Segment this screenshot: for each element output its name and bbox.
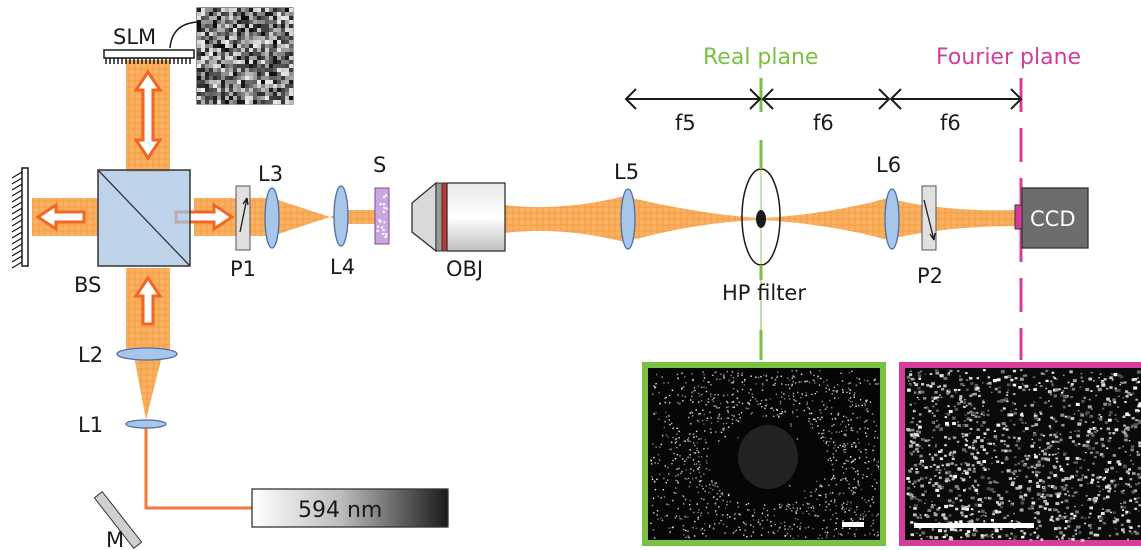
l5-label: L5 (614, 160, 639, 184)
l6-label: L6 (876, 153, 901, 177)
real-plane-image (642, 362, 886, 546)
m-label: M (106, 528, 124, 550)
hp-filter: HP filter (722, 140, 806, 305)
s-label: S (373, 153, 386, 177)
polarizer-p1: P1 (230, 185, 256, 281)
f5-span: f5 (624, 88, 762, 135)
polarizer-p2: P2 (917, 185, 943, 288)
hp-filter-label: HP filter (722, 281, 806, 305)
fourier-plane-label: Fourier plane (936, 45, 1081, 70)
f6-span-1: f6 (761, 88, 891, 135)
left-mirror (11, 167, 29, 269)
beam-splitter: BS (74, 169, 191, 297)
p1-label: P1 (230, 257, 256, 281)
lens-l1: L1 (78, 413, 167, 437)
slm-phase-pattern (197, 8, 294, 105)
l4-label: L4 (330, 255, 355, 279)
f6-label-1: f6 (813, 111, 834, 135)
arrow-left (35, 202, 86, 232)
beam-l6-ccd (895, 200, 1015, 238)
laser-source: 594 nm (251, 488, 449, 528)
focal-length-arrows: f5 f6 f6 (624, 88, 1023, 135)
ccd-label: CCD (1030, 207, 1076, 231)
sample-s: S (373, 153, 390, 245)
slm-cable (169, 21, 198, 49)
ccd-camera: CCD (1014, 187, 1089, 249)
fourier-plane-marker: Fourier plane (936, 45, 1081, 360)
slm-label: SLM (113, 25, 156, 49)
real-plane-label: Real plane (703, 45, 818, 70)
beam-obj-l5 (505, 196, 625, 242)
arrow-vertical-top (133, 69, 163, 161)
mirror-m: M (93, 491, 143, 550)
laser-line (144, 428, 252, 510)
f6-span-2: f6 (889, 88, 1023, 135)
lens-l4: L4 (330, 185, 355, 279)
scale-bar-fourier (914, 523, 1034, 528)
beam-l3-l4 (272, 198, 330, 236)
lens-l6: L6 (876, 153, 901, 250)
f5-label: f5 (675, 111, 696, 135)
p2-label: P2 (917, 264, 943, 288)
fourier-plane-image (899, 362, 1141, 546)
f6-label-2: f6 (940, 111, 961, 135)
beam-l1-l2 (134, 356, 162, 420)
fourier-plane-speckle (906, 369, 1141, 542)
lens-l2: L2 (78, 343, 178, 367)
real-plane-speckle (650, 370, 880, 540)
l1-label: L1 (78, 413, 103, 437)
beam-focus-l6 (762, 198, 888, 240)
lens-l5: L5 (614, 160, 639, 250)
scale-bar-real (842, 522, 864, 527)
arrow-vertical-bottom (133, 275, 163, 326)
slm-pixels (105, 58, 191, 64)
beam-l5-focus (632, 198, 760, 240)
lens-l3: L3 (258, 162, 283, 249)
l3-label: L3 (258, 162, 283, 186)
bs-label: BS (74, 273, 101, 297)
objective-obj: OBJ (411, 181, 506, 281)
obj-label: OBJ (446, 257, 483, 281)
l2-label: L2 (78, 343, 103, 367)
real-plane-marker: Real plane (703, 45, 818, 360)
laser-wavelength-label: 594 nm (298, 498, 382, 523)
slm: SLM (103, 7, 294, 105)
